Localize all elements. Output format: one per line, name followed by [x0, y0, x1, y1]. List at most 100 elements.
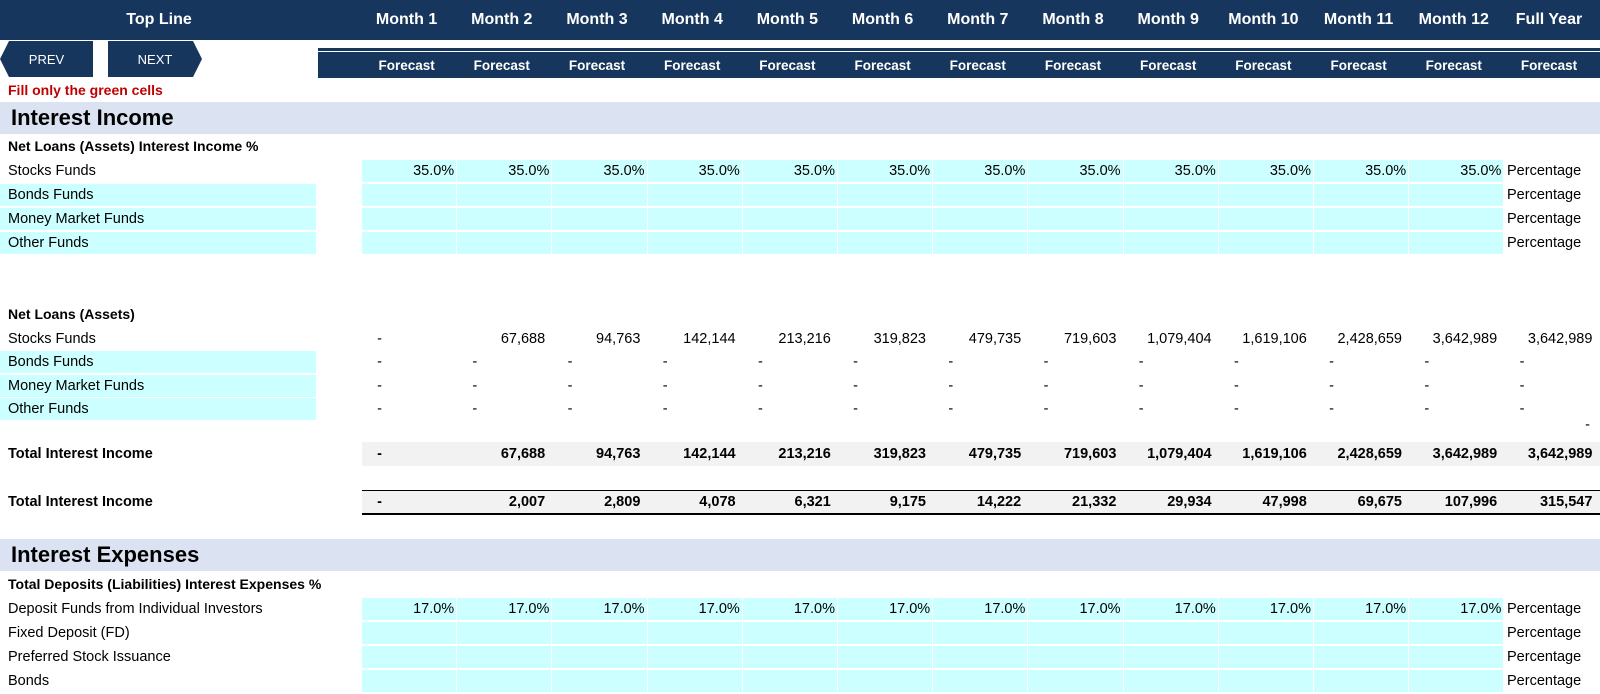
input-cell[interactable]	[838, 208, 934, 230]
input-cell[interactable]	[838, 622, 934, 644]
input-cell[interactable]: 17.0%	[648, 598, 743, 620]
input-cell[interactable]	[362, 646, 458, 668]
input-cell[interactable]	[933, 232, 1029, 254]
input-cell[interactable]	[552, 208, 648, 230]
input-cell[interactable]	[838, 232, 934, 254]
input-cell[interactable]: 17.0%	[362, 598, 458, 620]
input-cell[interactable]	[362, 184, 458, 206]
input-cell[interactable]	[1409, 232, 1505, 254]
input-cell[interactable]: 35.0%	[1124, 160, 1219, 182]
input-cell[interactable]	[1219, 646, 1314, 668]
input-cell[interactable]	[838, 184, 934, 206]
input-cell[interactable]	[1219, 208, 1314, 230]
input-cell[interactable]: 35.0%	[933, 160, 1029, 182]
input-cell[interactable]	[1028, 670, 1124, 692]
input-cell[interactable]	[648, 208, 743, 230]
input-cell[interactable]: 35.0%	[648, 160, 743, 182]
input-cell[interactable]: 35.0%	[743, 160, 838, 182]
input-cell[interactable]: 17.0%	[1124, 598, 1219, 620]
input-cell[interactable]	[1314, 622, 1410, 644]
input-cell[interactable]: 35.0%	[838, 160, 934, 182]
input-cell[interactable]: 17.0%	[743, 598, 838, 620]
input-cell[interactable]	[1409, 646, 1505, 668]
input-cell[interactable]: 35.0%	[457, 160, 553, 182]
input-cell[interactable]	[1028, 622, 1124, 644]
input-cell[interactable]	[457, 670, 553, 692]
input-cell[interactable]	[1124, 232, 1219, 254]
input-cell[interactable]	[1314, 184, 1410, 206]
input-cell[interactable]	[457, 208, 553, 230]
prev-button[interactable]: PREV	[0, 41, 93, 77]
input-cell[interactable]: 17.0%	[1028, 598, 1124, 620]
input-cell[interactable]	[1409, 670, 1505, 692]
input-cell[interactable]	[1219, 622, 1314, 644]
input-cell[interactable]	[552, 646, 648, 668]
input-cell[interactable]: 35.0%	[1314, 160, 1410, 182]
input-cell[interactable]	[1409, 622, 1505, 644]
input-cell[interactable]	[1219, 232, 1314, 254]
input-cell[interactable]	[1314, 208, 1410, 230]
input-cell[interactable]	[838, 646, 934, 668]
input-cell[interactable]	[457, 184, 553, 206]
input-cell[interactable]	[933, 184, 1029, 206]
input-cell[interactable]: 17.0%	[552, 598, 648, 620]
input-cell[interactable]	[1028, 232, 1124, 254]
input-cell[interactable]	[838, 670, 934, 692]
input-cell[interactable]	[1124, 622, 1219, 644]
input-cell[interactable]	[362, 670, 458, 692]
input-cell[interactable]: 17.0%	[838, 598, 934, 620]
input-cell[interactable]: 35.0%	[1219, 160, 1314, 182]
input-cell[interactable]: 17.0%	[933, 598, 1029, 620]
input-cell[interactable]	[648, 670, 743, 692]
input-cell[interactable]	[1409, 184, 1505, 206]
next-button[interactable]: NEXT	[108, 41, 202, 77]
input-cell[interactable]	[648, 622, 743, 644]
input-cell[interactable]	[1028, 208, 1124, 230]
input-cell[interactable]	[933, 208, 1029, 230]
input-cell[interactable]	[457, 646, 553, 668]
input-cell[interactable]: 17.0%	[1314, 598, 1410, 620]
input-cell[interactable]	[552, 670, 648, 692]
input-cell[interactable]: 35.0%	[552, 160, 648, 182]
input-cell[interactable]	[743, 208, 838, 230]
input-cell[interactable]	[1314, 670, 1410, 692]
input-cell[interactable]: 17.0%	[457, 598, 553, 620]
input-cell[interactable]	[743, 646, 838, 668]
input-cell[interactable]	[1409, 208, 1505, 230]
input-cell[interactable]	[1028, 184, 1124, 206]
value-cell: -	[1043, 377, 1049, 394]
input-cell[interactable]	[457, 232, 553, 254]
input-cell[interactable]	[743, 622, 838, 644]
input-cell[interactable]	[1314, 646, 1410, 668]
input-cell[interactable]	[552, 622, 648, 644]
input-cell[interactable]	[552, 232, 648, 254]
input-cell[interactable]	[1124, 184, 1219, 206]
input-cell[interactable]	[743, 184, 838, 206]
input-cell[interactable]	[743, 670, 838, 692]
input-cell[interactable]	[1219, 184, 1314, 206]
input-cell[interactable]	[1124, 670, 1219, 692]
input-cell[interactable]	[1028, 646, 1124, 668]
row-label: Preferred Stock Issuance	[8, 649, 171, 665]
input-cell[interactable]	[648, 646, 743, 668]
input-cell[interactable]	[933, 670, 1029, 692]
input-cell[interactable]	[362, 208, 458, 230]
input-cell[interactable]	[1314, 232, 1410, 254]
input-cell[interactable]	[362, 232, 458, 254]
input-cell[interactable]: 35.0%	[362, 160, 458, 182]
input-cell[interactable]	[933, 622, 1029, 644]
input-cell[interactable]: 17.0%	[1409, 598, 1505, 620]
input-cell[interactable]	[743, 232, 838, 254]
input-cell[interactable]	[1124, 646, 1219, 668]
input-cell[interactable]: 35.0%	[1028, 160, 1124, 182]
input-cell[interactable]	[1219, 670, 1314, 692]
input-cell[interactable]	[362, 622, 458, 644]
input-cell[interactable]	[552, 184, 648, 206]
input-cell[interactable]	[648, 232, 743, 254]
input-cell[interactable]: 17.0%	[1219, 598, 1314, 620]
input-cell[interactable]	[1124, 208, 1219, 230]
input-cell[interactable]	[648, 184, 743, 206]
input-cell[interactable]	[457, 622, 553, 644]
input-cell[interactable]: 35.0%	[1409, 160, 1505, 182]
input-cell[interactable]	[933, 646, 1029, 668]
